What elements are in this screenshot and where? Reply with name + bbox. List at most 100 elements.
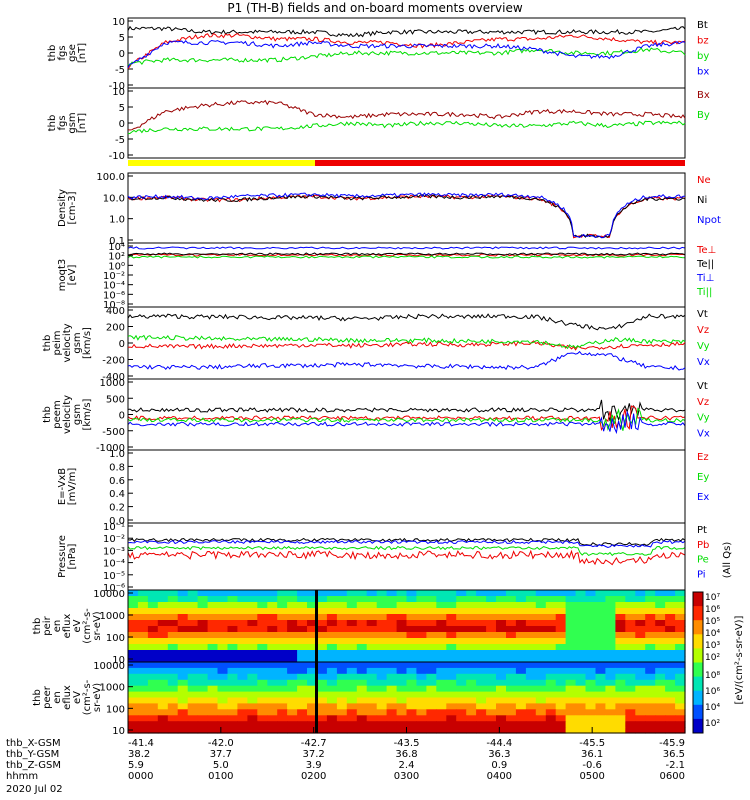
spectrogram-cell <box>605 703 616 710</box>
spectrogram-cell <box>466 727 477 734</box>
spectrogram-cell <box>476 709 487 716</box>
y-axis-label: [eV] <box>67 265 78 286</box>
spectrogram-cell <box>247 596 258 603</box>
series-by <box>127 120 686 135</box>
spectrogram-cell <box>665 667 676 675</box>
spectrogram-cell <box>496 673 507 681</box>
spectrogram-cell <box>436 715 447 722</box>
spectrogram-cell <box>237 608 248 615</box>
spectrogram-cell <box>555 721 567 728</box>
spectrogram-cell <box>197 614 209 621</box>
spectrogram-cell <box>486 679 497 687</box>
spectrogram-cell <box>128 620 139 627</box>
spectrogram-cell <box>486 727 497 734</box>
spectrogram-cell <box>317 709 328 716</box>
spectrogram-cell <box>545 590 557 597</box>
spectrogram-cell <box>406 685 417 693</box>
spectrogram-cell <box>655 638 666 645</box>
spectrogram-cell <box>326 679 338 687</box>
spectrogram-cell <box>595 626 606 633</box>
spectrogram-cell <box>496 727 507 734</box>
legend-pe: Pe <box>697 555 709 566</box>
spectrogram-cell <box>655 626 666 633</box>
spectrogram-cell <box>525 590 537 597</box>
spectrogram-cell <box>147 667 159 675</box>
spectrogram-cell <box>675 614 686 621</box>
spectrogram-cell <box>595 656 606 663</box>
spectrogram-cell <box>287 685 298 693</box>
spectrogram-cell <box>157 602 169 609</box>
spectrogram-cell <box>615 673 626 681</box>
spectrogram-cell <box>396 685 408 693</box>
spectrogram-cell <box>356 614 368 621</box>
spectrogram-cell <box>287 656 298 663</box>
spectrogram-cell <box>396 703 408 710</box>
spectrogram-cell <box>356 632 368 639</box>
spectrogram-cell <box>446 727 457 734</box>
spectrogram-cell <box>167 697 179 704</box>
spectrogram-cell <box>147 691 159 699</box>
spectrogram-cell <box>675 620 686 627</box>
spectrogram-cell <box>317 697 328 704</box>
spectrogram-cell <box>605 673 616 681</box>
spectrogram-cell <box>565 620 577 627</box>
spectrogram-cell <box>366 697 378 704</box>
spectrogram-cell <box>177 644 189 651</box>
spectrogram-cell <box>645 596 656 603</box>
spectrogram-cell <box>436 703 447 710</box>
spectrogram-cell <box>496 721 507 728</box>
y-axis-label: thb <box>42 406 53 423</box>
spectrogram-cell <box>396 590 408 597</box>
spectrogram-cell <box>655 632 666 639</box>
spectrogram-cell <box>675 626 686 633</box>
spectrogram-cell <box>525 632 537 639</box>
spectrogram-cell <box>346 626 358 633</box>
spectrogram-cell <box>297 638 308 645</box>
spectrogram-cell <box>227 602 238 609</box>
spectrogram-cell <box>426 638 437 645</box>
spectrogram-cell <box>376 656 388 663</box>
spectrogram-cell <box>595 715 606 722</box>
spectrogram-cell <box>376 590 388 597</box>
spectrogram-cell <box>287 721 298 728</box>
spectrogram-cell <box>625 727 636 734</box>
spectrogram-cell <box>426 632 437 639</box>
y-axis-label: Density <box>57 189 68 227</box>
colorbar-tick: 10² <box>705 719 720 729</box>
spectrogram-cell <box>386 614 398 621</box>
x-row-label: thb_Y-GSM <box>6 749 59 760</box>
spectrogram-cell <box>386 590 398 597</box>
spectrogram-cell <box>575 626 587 633</box>
spectrogram-cell <box>456 662 467 669</box>
spectrogram-cell <box>515 679 527 687</box>
y-tick-label: 10⁻⁴ <box>103 559 125 570</box>
spectrogram-cell <box>297 715 308 722</box>
spectrogram-cell <box>635 662 646 669</box>
y-axis-label: (cm²-s- <box>82 608 93 644</box>
colorbar-segment <box>693 676 703 692</box>
spectrogram-cell <box>167 679 179 687</box>
spectrogram-cell <box>426 650 437 657</box>
spectrogram-cell <box>545 614 557 621</box>
spectrogram-cell <box>376 602 388 609</box>
spectrogram-cell <box>366 727 378 734</box>
y-tick-label: 1.0 <box>109 449 125 460</box>
spectrogram-cell <box>167 691 179 699</box>
spectrogram-cell <box>217 614 228 621</box>
spectrogram-cell <box>137 632 149 639</box>
spectrogram-cell <box>496 667 507 675</box>
spectrogram-cell <box>585 644 596 651</box>
spectrogram-cell <box>416 602 427 609</box>
spectrogram-cell <box>665 650 676 657</box>
spectrogram-cell <box>396 727 408 734</box>
spectrogram-cell <box>197 667 209 675</box>
spectrogram-cell <box>535 721 547 728</box>
spectrogram-cell <box>436 673 447 681</box>
spectrogram-cell <box>386 626 398 633</box>
spectrogram-cell <box>446 673 457 681</box>
spectrogram-cell <box>287 691 298 699</box>
spectrogram-cell <box>416 626 427 633</box>
spectrogram-cell <box>635 620 646 627</box>
spectrogram-cell <box>625 638 636 645</box>
